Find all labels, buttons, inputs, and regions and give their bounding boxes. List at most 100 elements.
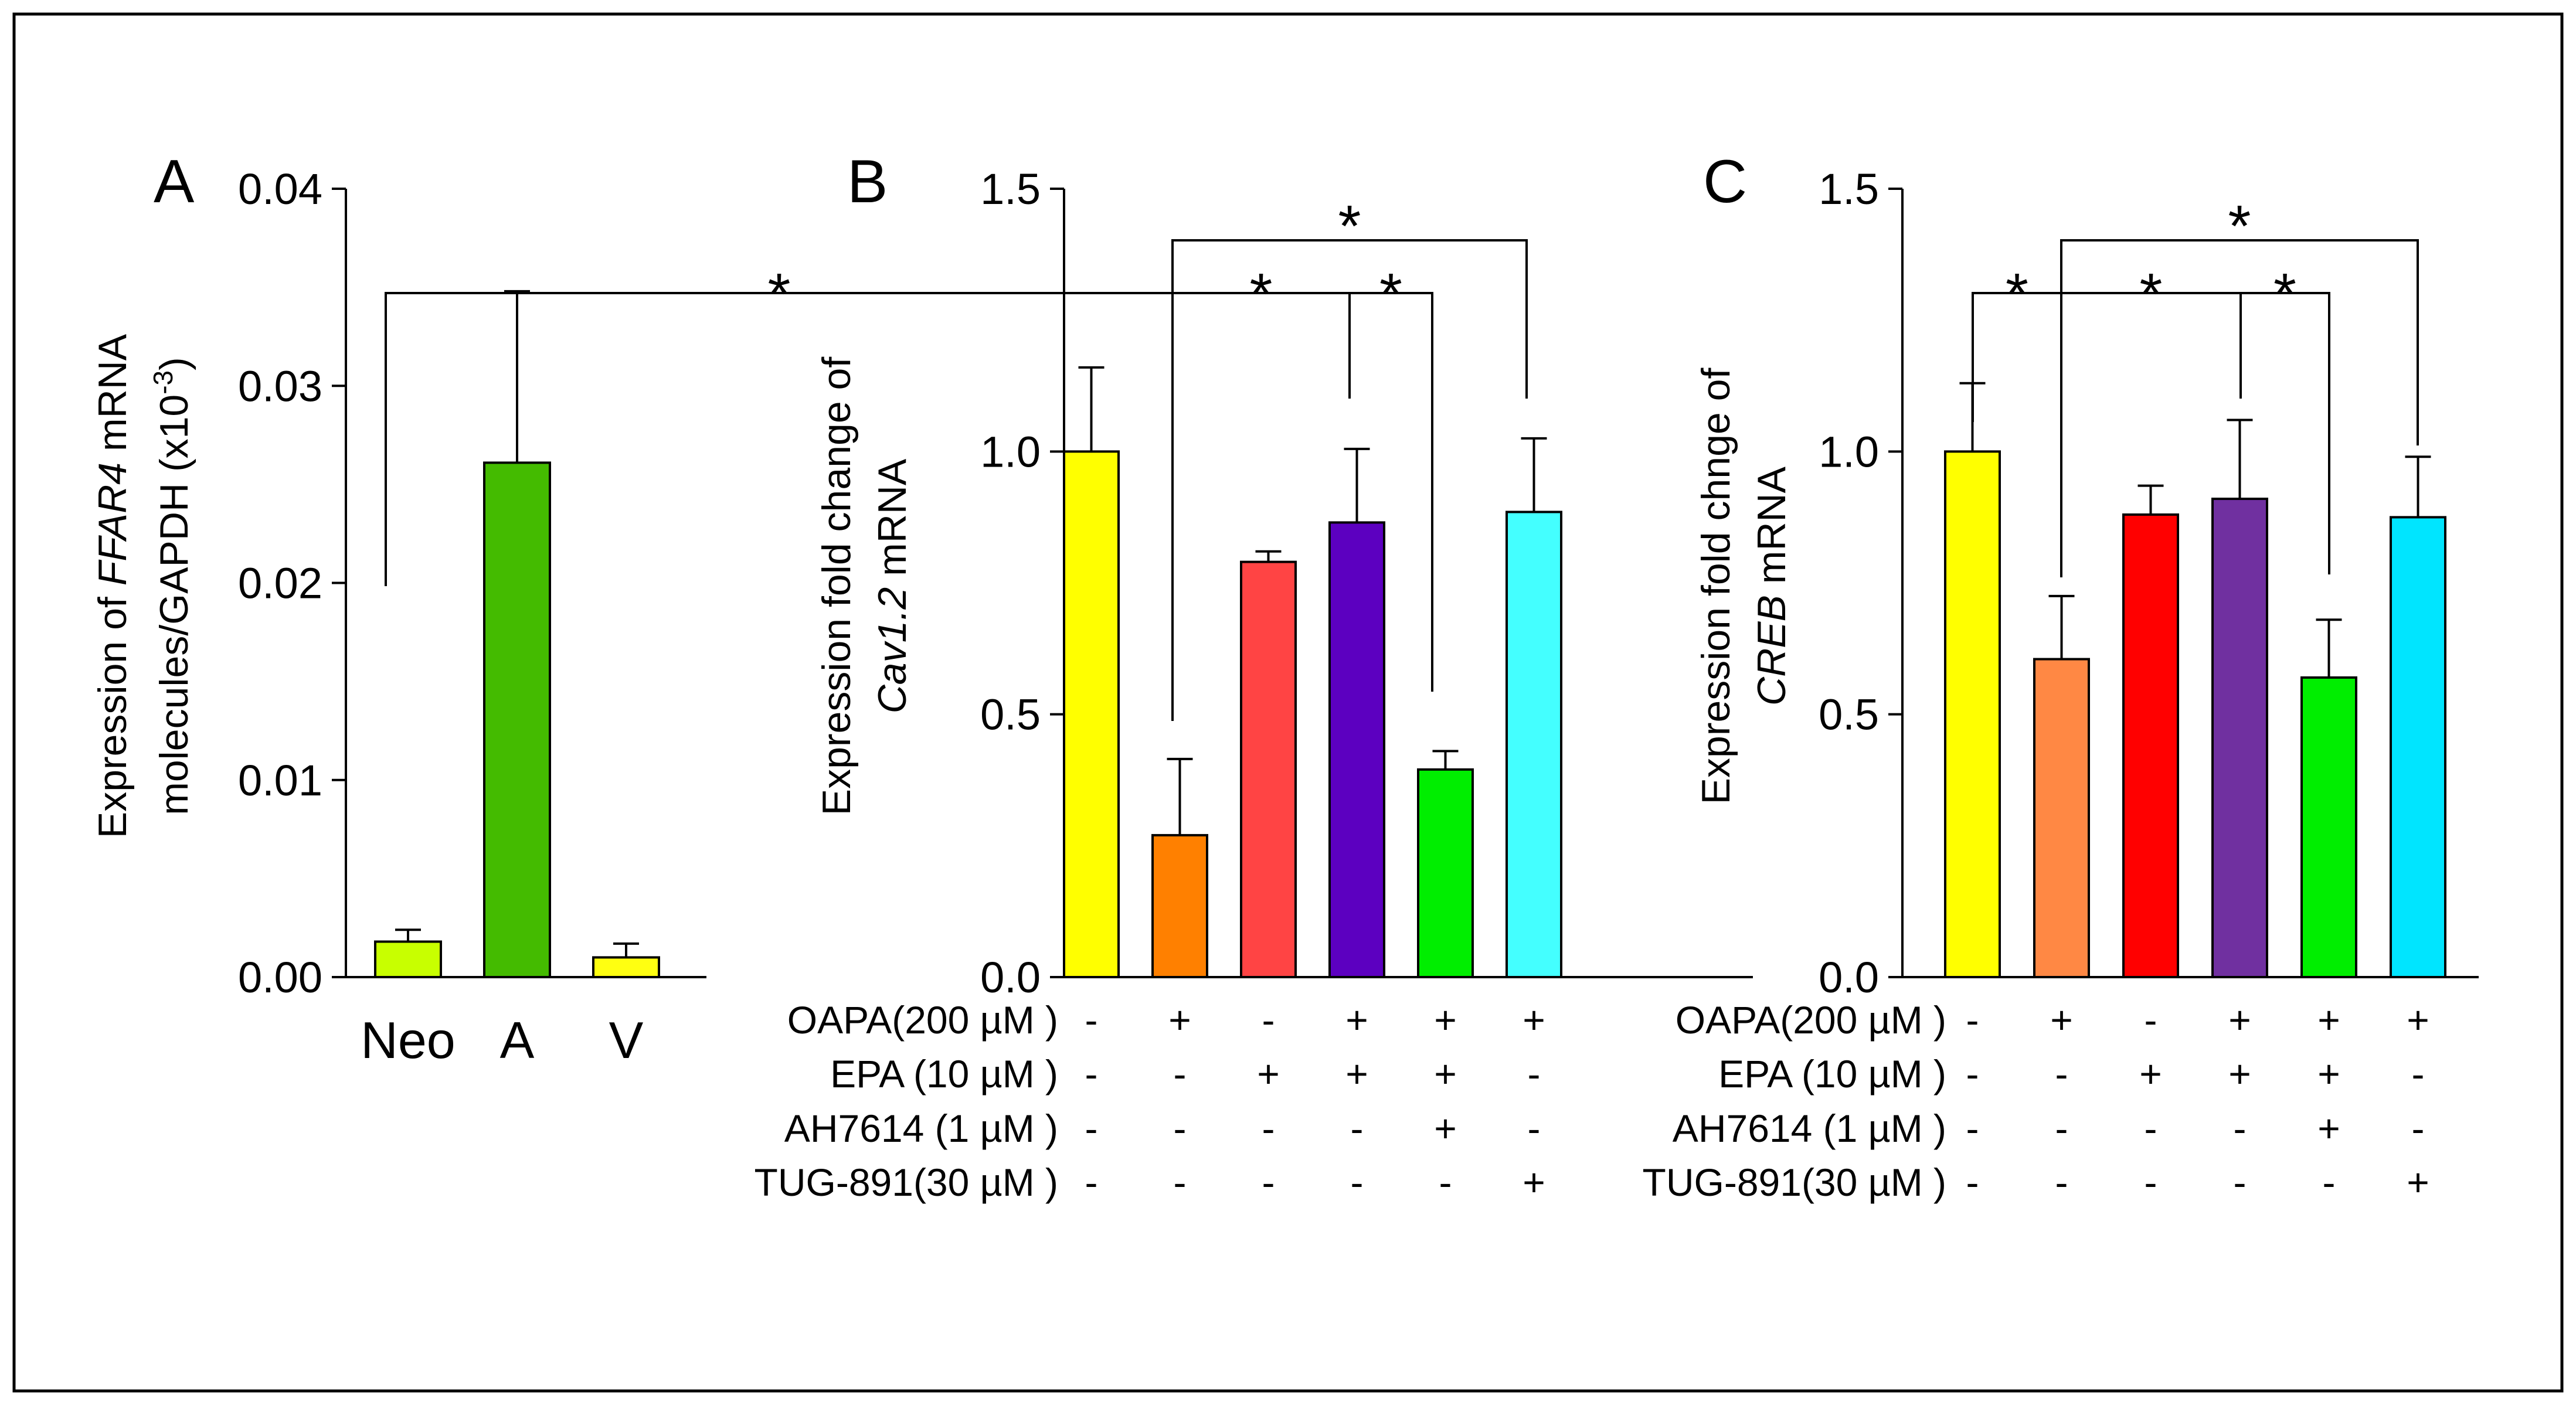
y-tick-label: 1.0 <box>980 427 1041 476</box>
bar <box>1506 511 1562 978</box>
bar <box>2300 676 2357 979</box>
condition-label: EPA (10 µM ) <box>830 1052 1058 1096</box>
condition-mark: - <box>1174 1052 1187 1096</box>
condition-mark: - <box>1966 998 1979 1042</box>
panel-letter: A <box>154 148 195 216</box>
condition-mark: - <box>1262 998 1275 1042</box>
bar <box>1328 521 1385 978</box>
condition-mark: + <box>1434 1107 1457 1150</box>
condition-label: OAPA(200 µM ) <box>787 998 1058 1042</box>
significance-star: * <box>1379 261 1402 327</box>
condition-mark: + <box>1168 998 1191 1042</box>
condition-mark: - <box>1528 1107 1541 1150</box>
bar <box>1151 834 1208 979</box>
condition-mark: + <box>2317 1052 2340 1096</box>
condition-label: TUG-891(30 µM ) <box>1643 1161 1946 1204</box>
condition-mark: - <box>1966 1161 1979 1204</box>
condition-label: OAPA(200 µM ) <box>1676 998 1946 1042</box>
y-axis-label: molecules/GAPDH (x10-3) <box>148 357 196 815</box>
condition-mark: - <box>1085 998 1098 1042</box>
panel-letter: B <box>847 148 888 216</box>
bar <box>2211 498 2268 978</box>
y-tick-label: 0.5 <box>1819 690 1879 739</box>
significance-bracket <box>2239 292 2330 574</box>
y-axis-label: Cav1.2 mRNA <box>870 458 915 713</box>
condition-mark: - <box>1528 1052 1541 1096</box>
condition-mark: - <box>2234 1107 2247 1150</box>
y-tick-label: 0.0 <box>980 953 1041 1002</box>
condition-mark: + <box>2317 998 2340 1042</box>
condition-mark: - <box>1085 1107 1098 1150</box>
condition-mark: - <box>2055 1107 2068 1150</box>
condition-label: TUG-891(30 µM ) <box>755 1161 1058 1204</box>
panel-c: C 0.0 0.5 1.0 1.5 Expression fold chnge of CRE… <box>1643 148 2479 1204</box>
condition-mark: + <box>1257 1052 1280 1096</box>
bar <box>483 461 551 978</box>
bar <box>2122 513 2179 978</box>
bar <box>2033 658 2090 979</box>
bar <box>1063 450 1120 978</box>
bar <box>374 940 442 978</box>
condition-mark: - <box>2145 1107 2157 1150</box>
y-tick-label: 1.0 <box>1819 427 1879 476</box>
significance-star: * <box>2140 261 2163 327</box>
condition-mark: - <box>1174 1161 1187 1204</box>
y-tick-label: 0.5 <box>980 690 1041 739</box>
y-tick-label: 0.04 <box>238 165 322 213</box>
significance-star: * <box>2006 261 2028 327</box>
condition-mark: - <box>1351 1107 1364 1150</box>
condition-mark: + <box>2407 998 2429 1042</box>
significance-bracket <box>2060 239 2419 577</box>
condition-mark: - <box>2145 1161 2157 1204</box>
condition-label: AH7614 (1 µM ) <box>1673 1107 1946 1150</box>
y-tick-label: 1.5 <box>980 165 1041 213</box>
condition-mark: + <box>1523 1161 1545 1204</box>
condition-mark: - <box>1262 1161 1275 1204</box>
condition-mark: - <box>2412 1107 2425 1150</box>
significance-star: * <box>1338 193 1361 259</box>
condition-mark: + <box>2317 1107 2340 1150</box>
condition-mark: + <box>1523 998 1545 1042</box>
condition-mark: - <box>2055 1052 2068 1096</box>
condition-mark: + <box>1345 1052 1368 1096</box>
panel-b: B 0.0 0.5 1.0 1.5 Expression fold change of Ca… <box>385 148 1753 1204</box>
y-tick-label: 0.00 <box>238 953 322 1002</box>
condition-mark: + <box>1434 998 1457 1042</box>
condition-mark: + <box>1345 998 1368 1042</box>
condition-mark: - <box>2323 1161 2336 1204</box>
condition-mark: - <box>1966 1107 1979 1150</box>
x-category-label: Neo <box>361 1011 455 1069</box>
y-tick-label: 0.03 <box>238 362 322 410</box>
condition-mark: + <box>2407 1161 2429 1204</box>
bar <box>1944 450 2001 978</box>
bar <box>2390 516 2446 978</box>
condition-mark: + <box>2050 998 2073 1042</box>
bar <box>1417 768 1474 978</box>
y-axis-label: Expression fold chnge of <box>1694 368 1738 805</box>
significance-bracket <box>1348 292 1433 692</box>
significance-star: * <box>768 261 791 327</box>
bar <box>1240 560 1297 978</box>
condition-mark: - <box>2412 1052 2425 1096</box>
y-axis-label: Expression of FFAR4 mRNA <box>90 334 135 838</box>
condition-mark: + <box>2228 998 2251 1042</box>
y-tick-label: 0.0 <box>1819 953 1879 1002</box>
condition-mark: - <box>2055 1161 2068 1204</box>
panel-a: A 0.00 0.01 0.02 0.03 0.04 Expression of FFAR4… <box>90 148 706 1069</box>
bar <box>592 956 660 978</box>
condition-mark: - <box>1174 1107 1187 1150</box>
significance-star: * <box>2228 193 2251 259</box>
x-category-label: A <box>500 1011 535 1069</box>
x-category-label: V <box>609 1011 644 1069</box>
condition-mark: - <box>1262 1107 1275 1150</box>
condition-mark: - <box>2145 998 2157 1042</box>
condition-mark: + <box>1434 1052 1457 1096</box>
condition-mark: + <box>2139 1052 2162 1096</box>
significance-star: * <box>1250 261 1273 327</box>
condition-mark: - <box>1966 1052 1979 1096</box>
condition-mark: - <box>1351 1161 1364 1204</box>
condition-mark: - <box>2234 1161 2247 1204</box>
y-axis-label: Expression fold change of <box>814 357 859 816</box>
condition-mark: + <box>2228 1052 2251 1096</box>
